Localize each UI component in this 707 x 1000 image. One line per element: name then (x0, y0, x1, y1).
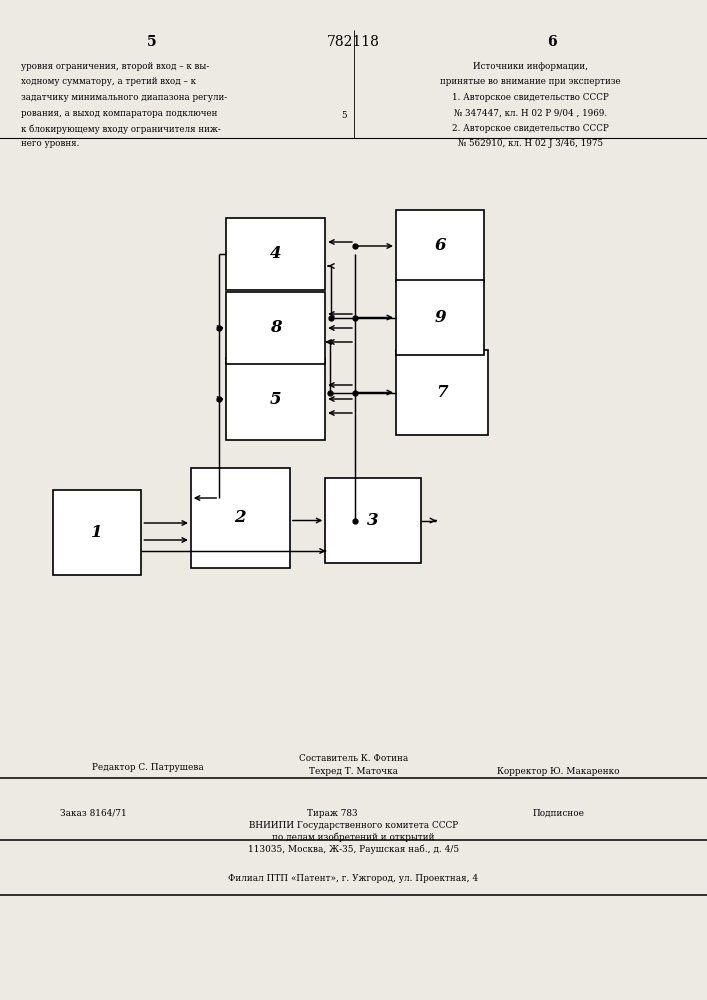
Text: ВНИИПИ Государственного комитета СССР: ВНИИПИ Государственного комитета СССР (249, 821, 458, 830)
Text: 5: 5 (270, 390, 281, 408)
Text: 7: 7 (436, 384, 448, 401)
Text: Составитель К. Фотина: Составитель К. Фотина (299, 754, 408, 763)
Text: № 347447, кл. Н 02 Р 9/04 , 1969.: № 347447, кл. Н 02 Р 9/04 , 1969. (454, 108, 607, 117)
Text: 5: 5 (341, 111, 347, 120)
Text: к блокирующему входу ограничителя ниж-: к блокирующему входу ограничителя ниж- (21, 124, 221, 133)
Text: Филиал ПТП «Патент», г. Ужгород, ул. Проектная, 4: Филиал ПТП «Патент», г. Ужгород, ул. Про… (228, 874, 479, 883)
Text: Подписное: Подписное (532, 809, 585, 818)
Text: Источники информации,: Источники информации, (473, 62, 588, 71)
Text: 6: 6 (434, 237, 446, 254)
Bar (53, 490, 141, 575)
Bar (325, 478, 421, 563)
Text: Тираж 783: Тираж 783 (307, 809, 358, 818)
Text: 2: 2 (235, 510, 246, 526)
Text: Редактор С. Патрушева: Редактор С. Патрушева (92, 763, 204, 772)
Bar (396, 350, 488, 435)
Text: № 562910, кл. Н 02 J 3/46, 1975: № 562910, кл. Н 02 J 3/46, 1975 (457, 139, 603, 148)
Text: принятые во внимание при экспертизе: принятые во внимание при экспертизе (440, 78, 621, 87)
Text: по делам изобретений и открытий: по делам изобретений и открытий (272, 833, 435, 842)
Text: 3: 3 (367, 512, 379, 529)
Bar (191, 468, 290, 568)
Text: Техред Т. Маточка: Техред Т. Маточка (309, 767, 398, 776)
Text: 1: 1 (91, 524, 103, 541)
Bar (226, 218, 325, 290)
Text: рования, а выход компаратора подключен: рования, а выход компаратора подключен (21, 108, 218, 117)
Text: 9: 9 (434, 309, 446, 326)
Text: 4: 4 (270, 245, 281, 262)
Bar (226, 292, 325, 364)
Text: 6: 6 (547, 35, 556, 49)
Text: 2. Авторское свидетельство СССР: 2. Авторское свидетельство СССР (452, 124, 609, 133)
Text: 113035, Москва, Ж-35, Раушская наб., д. 4/5: 113035, Москва, Ж-35, Раушская наб., д. … (248, 845, 459, 854)
Text: ходному сумматору, а третий вход – к: ходному сумматору, а третий вход – к (21, 78, 197, 87)
Text: задатчику минимального диапазона регули-: задатчику минимального диапазона регули- (21, 93, 228, 102)
Text: 8: 8 (270, 320, 281, 336)
Text: Корректор Ю. Макаренко: Корректор Ю. Макаренко (497, 767, 620, 776)
Bar (396, 210, 484, 282)
Bar (396, 280, 484, 355)
Text: 782118: 782118 (327, 35, 380, 49)
Bar (226, 358, 325, 440)
Text: него уровня.: него уровня. (21, 139, 80, 148)
Text: 5: 5 (147, 35, 157, 49)
Text: уровня ограничения, второй вход – к вы-: уровня ограничения, второй вход – к вы- (21, 62, 209, 71)
Text: Заказ 8164/71: Заказ 8164/71 (60, 809, 127, 818)
Text: 1. Авторское свидетельство СССР: 1. Авторское свидетельство СССР (452, 93, 609, 102)
